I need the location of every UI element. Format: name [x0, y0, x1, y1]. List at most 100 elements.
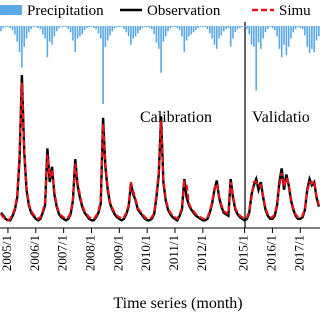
precip-bar	[106, 26, 109, 41]
precip-bar	[308, 26, 311, 54]
precip-bar	[246, 26, 248, 30]
precip-bar	[315, 26, 318, 41]
precip-bar	[88, 26, 90, 28]
precip-bar	[118, 26, 121, 28]
precip-bar	[167, 26, 169, 32]
precip-bar	[181, 26, 183, 37]
precip-bar	[301, 26, 304, 30]
precip-bar	[30, 26, 32, 30]
precip-bar	[160, 26, 162, 73]
precip-bar	[120, 26, 123, 28]
precip-bar	[306, 26, 309, 47]
legend-background	[0, 0, 320, 22]
precip-bar	[9, 26, 12, 29]
precip-bar	[74, 26, 77, 52]
precip-bar	[132, 26, 135, 39]
precip-bar	[188, 26, 190, 37]
precip-bar	[102, 26, 104, 104]
x-tick-label: 2017/1	[291, 235, 306, 271]
precip-bar	[250, 26, 253, 45]
precip-bar	[81, 26, 83, 35]
precip-bar	[28, 26, 30, 33]
precip-bar	[218, 26, 220, 39]
precip-bar	[204, 26, 206, 28]
precip-bar	[2, 26, 5, 29]
x-tick-label: 2011/1	[166, 235, 181, 271]
precip-bar	[232, 26, 234, 39]
precip-bar	[241, 26, 244, 28]
precip-bar	[104, 26, 107, 47]
precip-bar	[113, 26, 116, 29]
legend-label: Simu	[279, 3, 311, 19]
precip-bar	[14, 26, 16, 35]
precip-bar	[16, 26, 19, 42]
precip-bar	[67, 26, 70, 30]
precip-bar	[51, 26, 53, 45]
precip-bar	[32, 26, 35, 28]
precip-bar	[171, 26, 174, 28]
precip-bar	[153, 26, 155, 35]
precip-bar	[280, 26, 283, 58]
precip-bar	[93, 26, 95, 29]
precip-bar	[164, 26, 167, 37]
precip-bar	[39, 26, 42, 30]
precip-bar	[35, 26, 37, 28]
precip-bar	[111, 26, 114, 32]
precip-bar	[183, 26, 186, 52]
x-tick-label: 2009/1	[110, 235, 125, 271]
precip-bar	[41, 26, 44, 35]
precip-bar	[62, 26, 65, 28]
precip-bar	[11, 26, 14, 31]
precip-bar	[90, 26, 93, 28]
precip-bar	[297, 26, 299, 28]
precip-bar	[243, 26, 246, 28]
precip-bar	[276, 26, 278, 37]
precip-bar	[260, 26, 262, 49]
precip-bar	[65, 26, 67, 28]
precip-bar	[4, 26, 7, 28]
precip-bar	[273, 26, 276, 31]
precip-bar	[199, 26, 202, 28]
x-tick-label: 2010/1	[138, 235, 153, 271]
precip-bar	[137, 26, 139, 34]
precip-bar	[155, 26, 158, 43]
precip-bar	[23, 26, 25, 47]
precip-bar	[7, 26, 9, 28]
legend-label: Precipitation	[27, 3, 104, 19]
precip-bar	[134, 26, 137, 37]
precip-bar	[44, 26, 46, 39]
precip-bar	[290, 26, 292, 39]
precip-bar	[209, 26, 211, 34]
precip-bar	[264, 26, 267, 33]
x-tick-label: 2008/1	[82, 235, 97, 271]
precip-bar	[72, 26, 74, 41]
precip-bar	[58, 26, 60, 29]
precip-bar	[269, 26, 271, 28]
precip-bar	[127, 26, 130, 37]
precip-bar	[144, 26, 146, 28]
x-tick-label: 2012/1	[194, 235, 209, 271]
precip-bar	[162, 26, 165, 42]
x-tick-label: 2005/1	[0, 235, 14, 271]
series-line	[0, 82, 320, 222]
precip-bar	[109, 26, 111, 36]
precip-bar	[69, 26, 72, 33]
precip-bar	[60, 26, 63, 28]
precip-bar	[125, 26, 128, 33]
precip-bar	[83, 26, 86, 31]
precip-bar	[236, 26, 239, 30]
precip-bar	[222, 26, 225, 32]
precip-bar	[55, 26, 58, 32]
precip-bar	[192, 26, 195, 33]
legend-swatch	[0, 5, 22, 15]
precip-bar	[255, 26, 257, 91]
precip-bar	[178, 26, 181, 31]
precip-bar	[86, 26, 88, 29]
x-axis-title: Time series (month)	[113, 295, 242, 312]
precip-bar	[213, 26, 216, 45]
precip-bar	[176, 26, 179, 29]
precip-bar	[239, 26, 241, 29]
precip-bar	[318, 26, 320, 37]
precip-bar	[95, 26, 97, 30]
